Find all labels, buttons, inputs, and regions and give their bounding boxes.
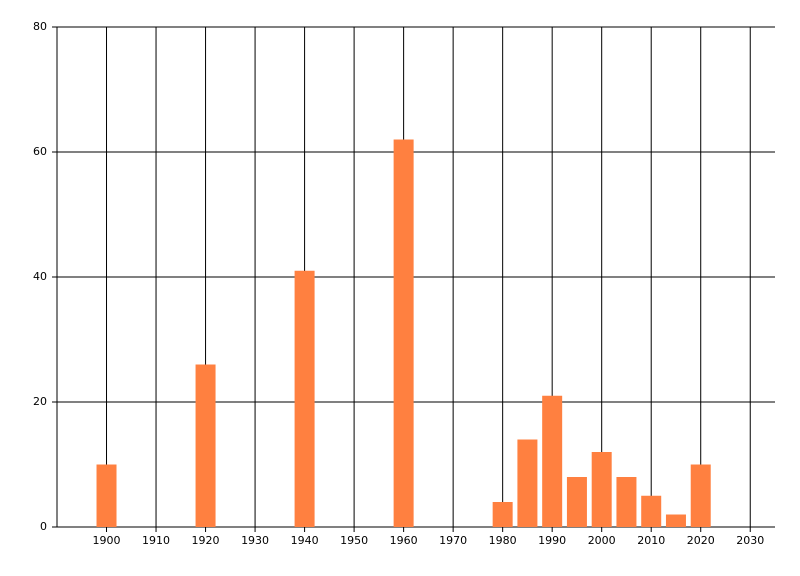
x-tick-label: 2010 <box>637 534 665 547</box>
x-tick-label: 1970 <box>439 534 467 547</box>
y-tick-label: 40 <box>33 270 47 283</box>
bar <box>393 139 414 527</box>
bar <box>641 495 662 527</box>
bar <box>616 477 637 527</box>
bar <box>566 477 587 527</box>
bar <box>690 464 711 527</box>
x-tick-label: 1920 <box>192 534 220 547</box>
x-tick-label: 2000 <box>588 534 616 547</box>
x-tick-label: 1990 <box>538 534 566 547</box>
y-tick-label: 60 <box>33 145 47 158</box>
x-tick-label: 1900 <box>93 534 121 547</box>
x-tick-label: 1930 <box>241 534 269 547</box>
bar <box>542 395 563 527</box>
x-tick-label: 2030 <box>736 534 764 547</box>
x-tick-label: 1960 <box>390 534 418 547</box>
bar <box>517 439 538 527</box>
bar <box>195 364 216 527</box>
x-tick-label: 2020 <box>687 534 715 547</box>
x-tick-label: 1980 <box>489 534 517 547</box>
y-tick-label: 20 <box>33 395 47 408</box>
x-tick-label: 1940 <box>291 534 319 547</box>
bar <box>492 502 513 527</box>
bar <box>96 464 117 527</box>
bar <box>591 452 612 527</box>
x-tick-label: 1910 <box>142 534 170 547</box>
bar <box>665 514 686 527</box>
bar <box>294 270 315 527</box>
x-tick-label: 1950 <box>340 534 368 547</box>
y-tick-label: 80 <box>33 20 47 33</box>
y-tick-label: 0 <box>40 520 47 533</box>
